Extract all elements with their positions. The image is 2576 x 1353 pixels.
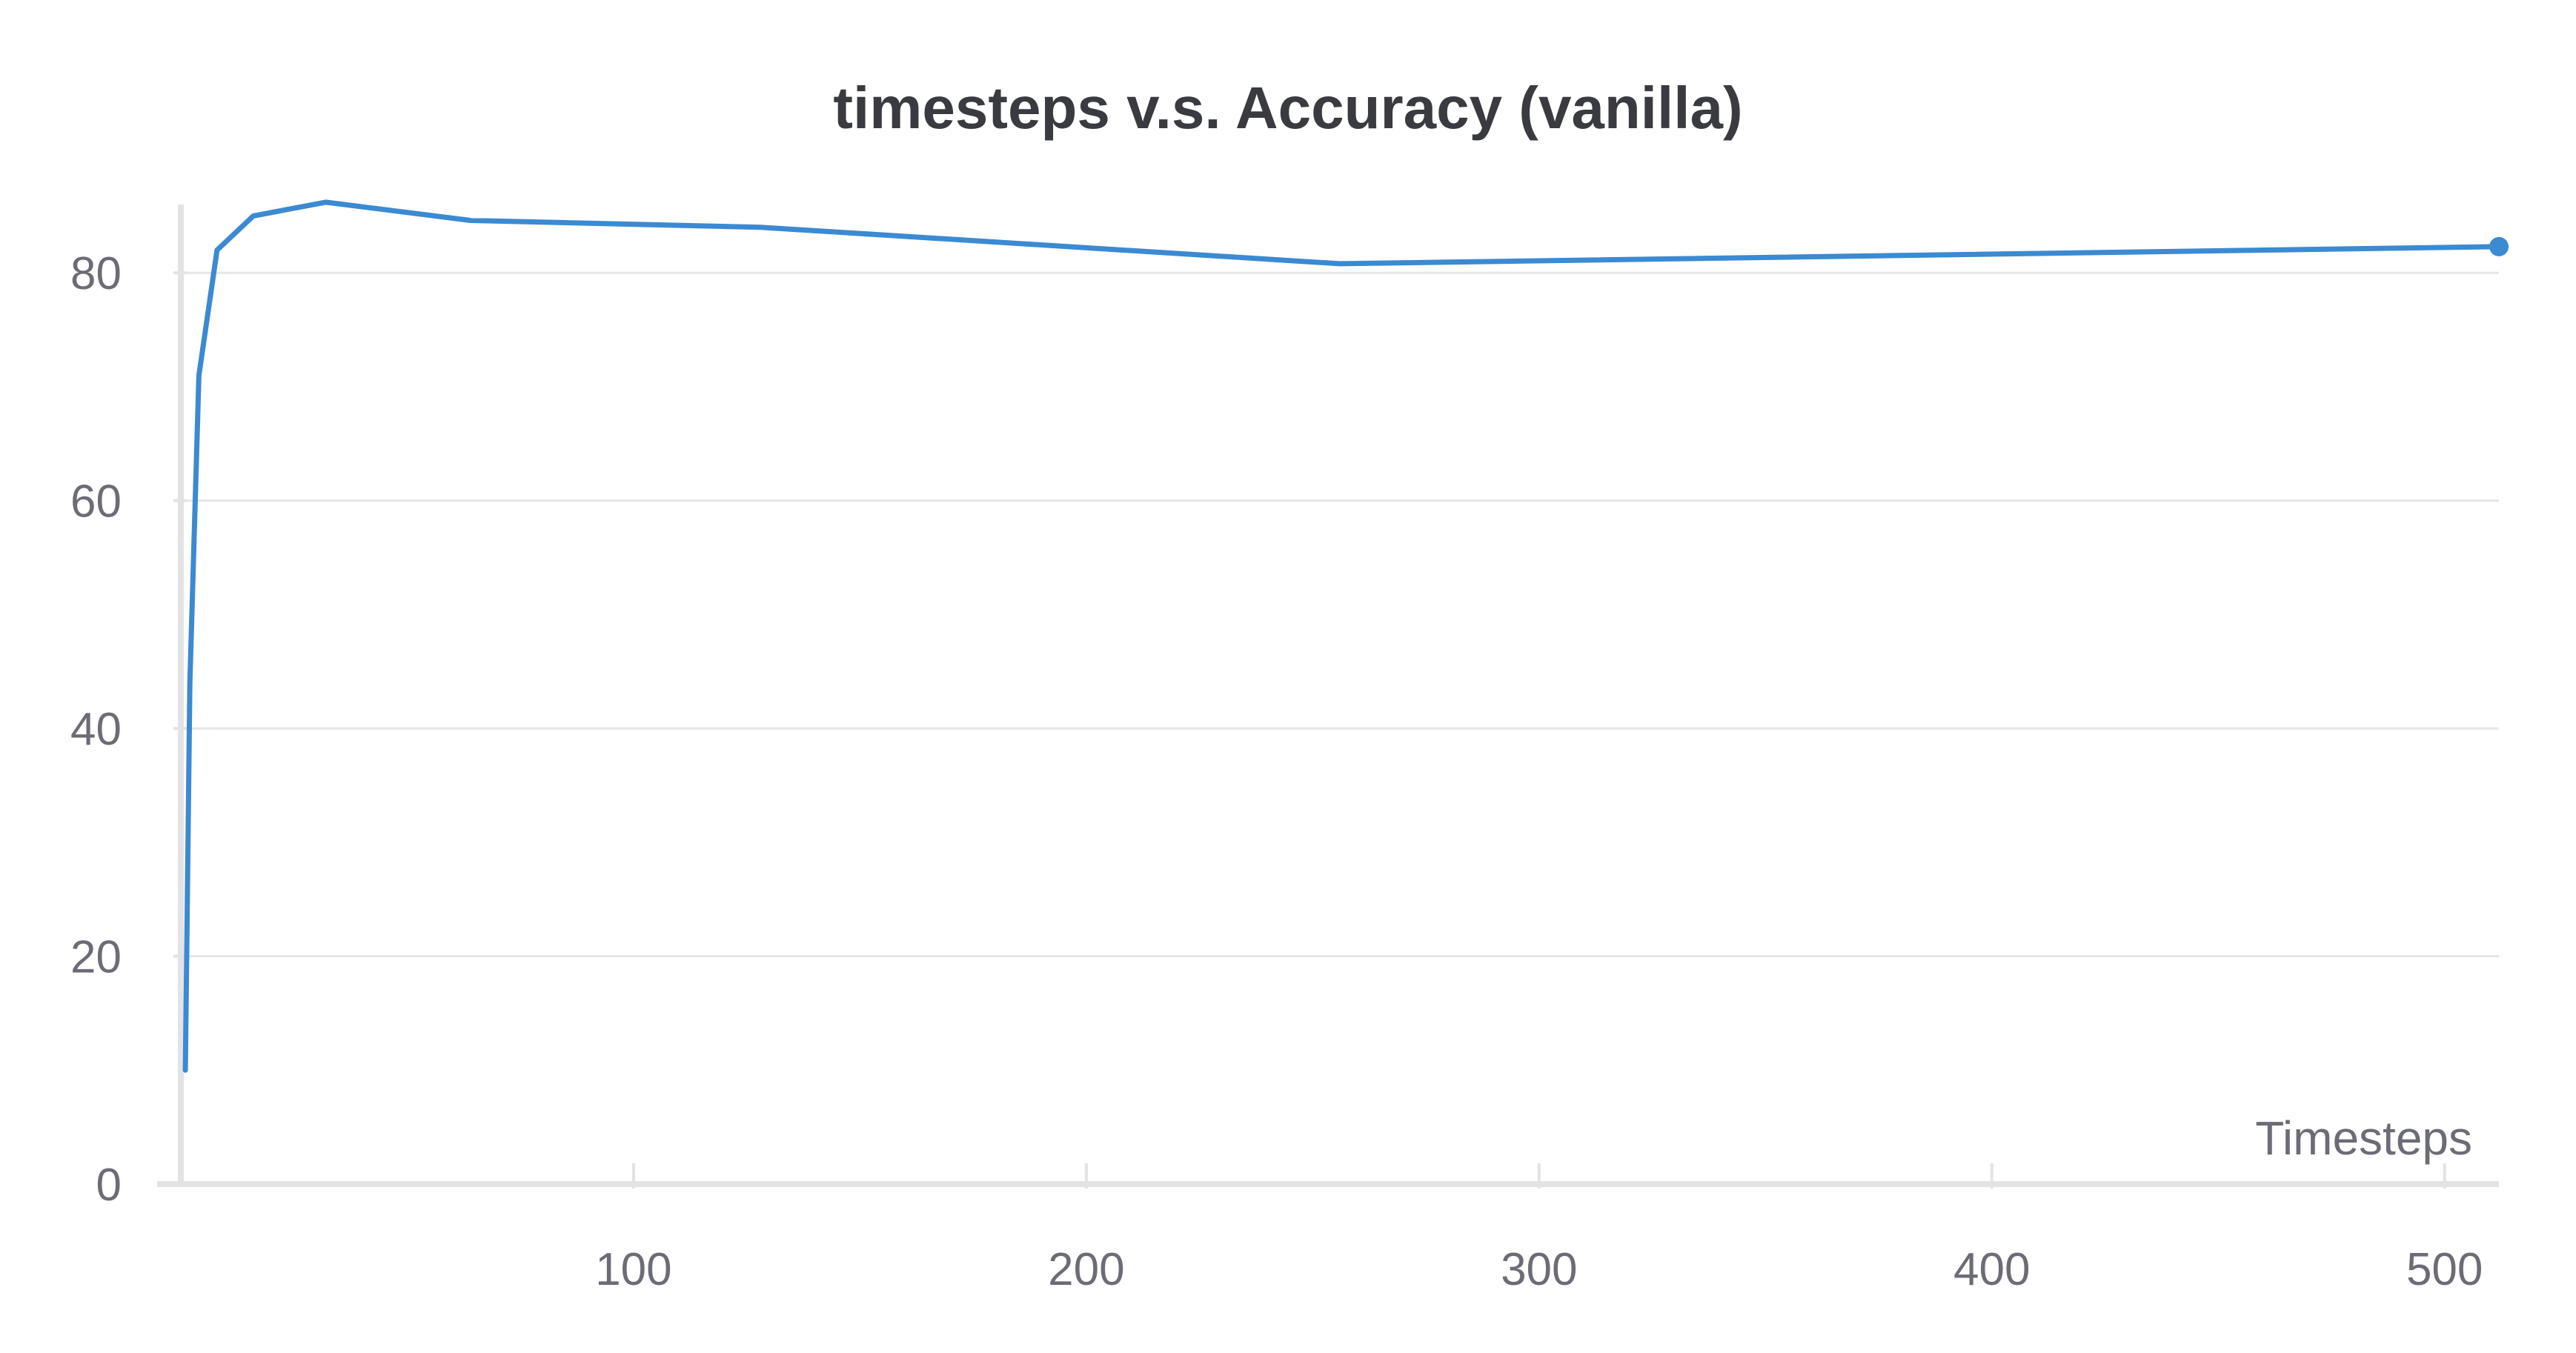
grid-layer: [181, 271, 2499, 958]
y-tick-label: 60: [70, 476, 122, 528]
x-tick-label: 500: [2406, 1244, 2483, 1295]
series-layer: [182, 199, 2509, 1073]
labels-layer: 0 20 40 60 80 100 200 300 400 500 Timesteps: [70, 248, 2483, 1295]
series-line: [182, 199, 2502, 1073]
y-tick-label: 80: [70, 248, 122, 299]
x-tick-label: 200: [1048, 1244, 1124, 1295]
x-axis-label: Timesteps: [2255, 1111, 2472, 1165]
y-tick-label: 0: [96, 1160, 122, 1211]
chart-title: timesteps v.s. Accuracy (vanilla): [833, 75, 1743, 141]
data-point: [2489, 236, 2509, 256]
x-tick-label: 100: [595, 1244, 671, 1295]
x-tick-label: 300: [1501, 1244, 1577, 1295]
axes-layer: [157, 205, 2499, 1189]
y-tick-label: 40: [70, 704, 122, 755]
y-tick-label: 20: [70, 932, 122, 983]
x-tick-label: 400: [1953, 1244, 2030, 1295]
